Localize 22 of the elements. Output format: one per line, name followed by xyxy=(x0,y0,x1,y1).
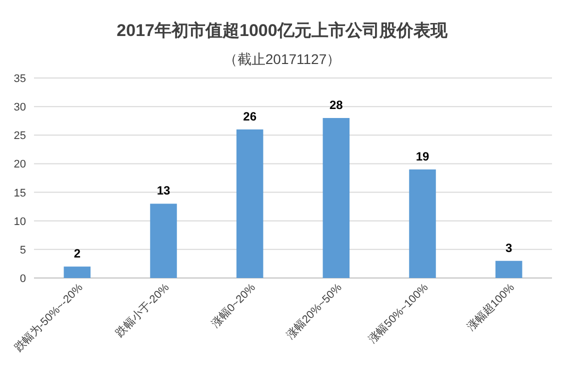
chart-title: 2017年初市值超1000亿元上市公司股价表现 xyxy=(116,21,448,40)
data-label: 3 xyxy=(505,240,512,255)
bar xyxy=(495,260,522,278)
data-label: 19 xyxy=(416,149,430,164)
y-tick-label: 35 xyxy=(14,73,26,85)
data-label: 13 xyxy=(156,184,170,198)
bar xyxy=(64,266,91,278)
bar xyxy=(322,118,350,278)
bar xyxy=(236,129,264,278)
y-tick-label: 30 xyxy=(14,102,26,114)
y-tick-label: 10 xyxy=(14,216,26,228)
y-tick-label: 15 xyxy=(14,187,26,200)
data-label: 28 xyxy=(329,98,344,112)
y-tick-label: 20 xyxy=(14,158,26,171)
y-tick-label: 0 xyxy=(20,273,26,285)
chart-subtitle: （截止20171127） xyxy=(223,51,341,67)
bar xyxy=(409,169,436,278)
y-tick-label: 5 xyxy=(20,244,26,256)
bar xyxy=(150,204,177,278)
data-label: 26 xyxy=(243,109,257,124)
data-label: 2 xyxy=(74,246,81,261)
y-tick-label: 25 xyxy=(14,130,26,142)
